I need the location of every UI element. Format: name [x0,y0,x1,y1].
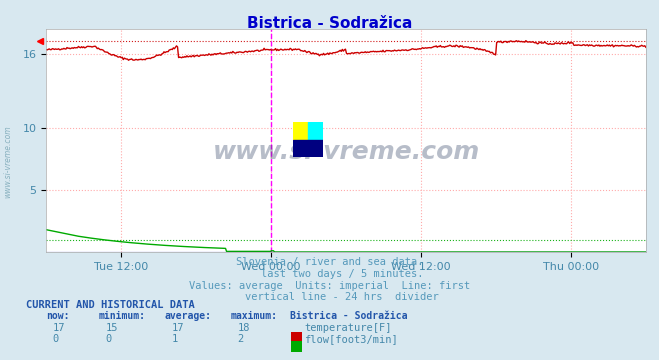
Text: flow[foot3/min]: flow[foot3/min] [304,334,398,344]
Text: Slovenia / river and sea data.
    last two days / 5 minutes.
Values: average  U: Slovenia / river and sea data. last two … [189,257,470,302]
Text: Bistrica - Sodražica: Bistrica - Sodražica [247,16,412,31]
Bar [293,122,308,140]
Text: average:: average: [165,311,212,321]
Text: Bistrica - Sodražica: Bistrica - Sodražica [290,311,407,321]
Text: 17: 17 [53,323,65,333]
Text: 1: 1 [171,334,177,344]
Text: www.si-vreme.com: www.si-vreme.com [212,140,480,163]
Text: now:: now: [46,311,70,321]
Bar [293,140,323,157]
Text: CURRENT AND HISTORICAL DATA: CURRENT AND HISTORICAL DATA [26,300,195,310]
Text: 2: 2 [237,334,243,344]
Text: temperature[F]: temperature[F] [304,323,392,333]
Text: 18: 18 [237,323,250,333]
Text: 15: 15 [105,323,118,333]
Bar [308,122,323,140]
Text: 17: 17 [171,323,184,333]
Text: 0: 0 [53,334,59,344]
Text: 0: 0 [105,334,111,344]
Text: minimum:: minimum: [99,311,146,321]
Text: www.si-vreme.com: www.si-vreme.com [3,126,13,198]
Text: maximum:: maximum: [231,311,277,321]
